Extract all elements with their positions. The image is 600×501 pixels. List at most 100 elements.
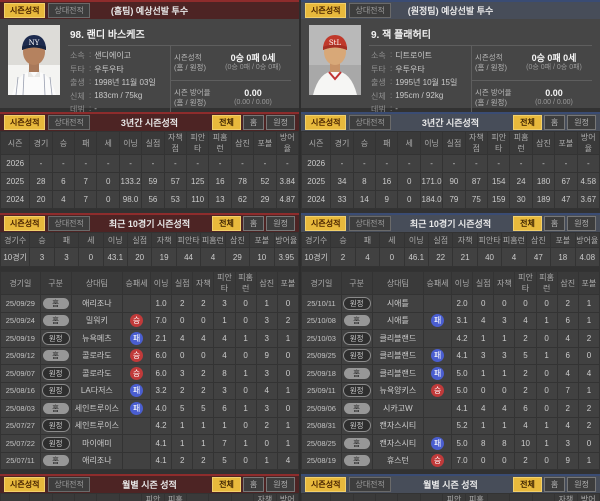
stat-cell: 0 — [255, 434, 278, 453]
tab-season-stats[interactable]: 시즌성적 — [305, 3, 347, 18]
stat-cell: 2 — [577, 416, 600, 435]
stat-cell: 184.0 — [419, 190, 444, 209]
stat-cell: 4 — [472, 399, 495, 418]
column-header: 시즌 — [0, 131, 31, 155]
filter-all-button[interactable]: 전체 — [513, 477, 542, 492]
lose-badge: 패 — [431, 366, 445, 380]
venue-cell: 원정 — [39, 381, 72, 400]
monthly-section: 시즌성적 상대전적 월별 시즌 성적 전체 홈 원정 구분경기승패세이닝피안타피… — [301, 474, 600, 501]
opponent-name: 뉴욕양키스 — [371, 381, 425, 400]
stat-cell: 78 — [230, 172, 255, 191]
stat-cell: 0 — [535, 399, 558, 418]
filter-all-button[interactable]: 전체 — [513, 216, 542, 231]
result-cell: 패 — [122, 399, 151, 418]
filter-home-button[interactable]: 홈 — [543, 477, 566, 492]
stat-cell: 67 — [554, 172, 578, 191]
stat-cell: 57 — [163, 172, 188, 191]
stat-cell: 3 — [472, 346, 495, 365]
column-header: 피안타 — [476, 232, 503, 248]
tab-head-to-head[interactable]: 상대전적 — [349, 115, 391, 130]
stat-cell: 1 — [472, 364, 495, 383]
detail-value: - — [94, 104, 97, 113]
opponent-name: 마이애미 — [70, 434, 124, 453]
column-header: 세 — [397, 493, 421, 501]
home-away-label: (홈 / 원정) — [174, 63, 206, 72]
venue-pill: 원정 — [41, 384, 70, 398]
filter-home-button[interactable]: 홈 — [543, 115, 566, 130]
filter-all-button[interactable]: 전체 — [212, 216, 241, 231]
column-header: 실점 — [126, 232, 153, 248]
stat-cell: 1 — [213, 416, 236, 435]
stat-cell: 9 — [375, 190, 399, 209]
game-date: 25/09/25 — [301, 346, 342, 365]
tab-season-stats[interactable]: 시즌성적 — [305, 115, 347, 130]
column-header: 경기일 — [0, 271, 41, 295]
tab-head-to-head[interactable]: 상대전적 — [349, 477, 391, 492]
stat-cell: - — [397, 154, 421, 173]
game-date: 25/08/19 — [301, 451, 342, 470]
tab-season-stats[interactable]: 시즌성적 — [305, 477, 347, 492]
stat-cell: 0 — [276, 364, 299, 383]
stat-cell: 1.0 — [149, 294, 173, 313]
filter-home-button[interactable]: 홈 — [543, 216, 566, 231]
stat-cell: 0 — [234, 346, 257, 365]
stat-cell: 1 — [535, 434, 558, 453]
tab-head-to-head[interactable]: 상대전적 — [48, 115, 90, 130]
column-header: 실점 — [472, 271, 495, 295]
game-date: 25/08/16 — [0, 381, 41, 400]
opponent-name: 세인트루이스 — [70, 399, 124, 418]
stat-cell: 1 — [472, 416, 495, 435]
filter-home-button[interactable]: 홈 — [242, 477, 265, 492]
game-log-row: 25/08/16 원정 LA다저스 패 3.2 2 2 3 0 4 1 — [0, 381, 299, 400]
tab-season-stats[interactable]: 시즌성적 — [4, 216, 46, 231]
filter-away-button[interactable]: 원정 — [567, 216, 596, 231]
season-era-row: 시즌 방어율 (홈 / 원정) 0.00 (0.00 / 0.00) — [171, 80, 291, 115]
stat-cell: 3 — [255, 364, 278, 383]
column-header: 패 — [375, 131, 399, 155]
filter-away-button[interactable]: 원정 — [567, 115, 596, 130]
venue-cell: 홈 — [39, 346, 72, 365]
filter-all-button[interactable]: 전체 — [212, 477, 241, 492]
stat-cell: 3.67 — [576, 190, 600, 209]
tab-season-stats[interactable]: 시즌성적 — [4, 477, 46, 492]
opponent-name: 클리블랜드 — [371, 364, 425, 383]
stat-cell: 0 — [234, 311, 257, 330]
stat-cell: - — [51, 154, 76, 173]
stat-cell: 5 — [171, 399, 194, 418]
tab-season-stats[interactable]: 시즌성적 — [4, 115, 46, 130]
stat-cell: - — [208, 154, 232, 173]
venue-pill: 원정 — [342, 296, 371, 310]
stat-cell: 0 — [577, 346, 600, 365]
player-detail-row: 신체:195cm / 92kg — [371, 90, 444, 101]
filter-away-button[interactable]: 원정 — [266, 115, 295, 130]
stat-cell: - — [464, 154, 489, 173]
column-header: 자책점 — [253, 493, 277, 501]
stat-cell: 0 — [397, 172, 421, 191]
stat-cell: 189 — [531, 190, 556, 209]
column-header: 피홈런 — [535, 271, 558, 295]
tab-head-to-head[interactable]: 상대전적 — [48, 3, 90, 18]
stat-cell: 2 — [192, 294, 215, 313]
opponent-name: 애리조나 — [70, 294, 124, 313]
game-date: 25/08/31 — [301, 416, 342, 435]
filter-away-button[interactable]: 원정 — [567, 477, 596, 492]
filter-all-button[interactable]: 전체 — [212, 115, 241, 130]
filter-home-button[interactable]: 홈 — [242, 115, 265, 130]
stat-cell: 1 — [577, 311, 600, 330]
filter-home-button[interactable]: 홈 — [242, 216, 265, 231]
filter-away-button[interactable]: 원정 — [266, 216, 295, 231]
tab-head-to-head[interactable]: 상대전적 — [349, 3, 391, 18]
tab-head-to-head[interactable]: 상대전적 — [48, 477, 90, 492]
tab-season-stats[interactable]: 시즌성적 — [4, 3, 46, 18]
venue-cell: 홈 — [340, 399, 373, 418]
stat-cell: 2 — [556, 399, 579, 418]
tab-head-to-head[interactable]: 상대전적 — [48, 216, 90, 231]
tab-head-to-head[interactable]: 상대전적 — [349, 216, 391, 231]
tab-season-stats[interactable]: 시즌성적 — [305, 216, 347, 231]
stat-cell: 0 — [276, 399, 299, 418]
filter-away-button[interactable]: 원정 — [266, 477, 295, 492]
stat-cell: 10 — [514, 434, 537, 453]
result-cell: 승 — [122, 346, 151, 365]
result-cell: 패 — [122, 381, 151, 400]
filter-all-button[interactable]: 전체 — [513, 115, 542, 130]
